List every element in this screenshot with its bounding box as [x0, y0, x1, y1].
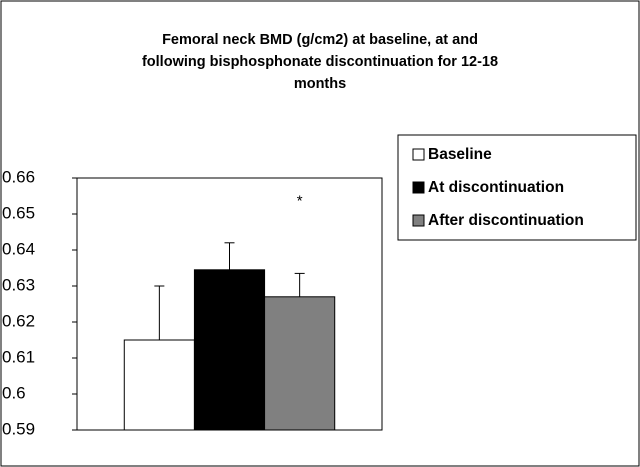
bar: [193, 269, 266, 431]
legend-swatch: [412, 181, 425, 194]
y-tick-label: 0.65: [2, 203, 35, 222]
chart-title: months: [294, 76, 346, 92]
chart-title: following bisphosphonate discontinuation…: [142, 54, 498, 70]
y-tick-label: 0.59: [2, 419, 35, 438]
y-tick-label: 0.62: [2, 311, 35, 330]
legend-label: After discontinuation: [428, 212, 584, 229]
legend-swatch: [412, 148, 425, 161]
legend-label: Baseline: [428, 146, 492, 163]
legend-label: At discontinuation: [428, 179, 564, 196]
y-tick-label: 0.64: [2, 239, 35, 258]
y-tick-label: 0.63: [2, 275, 35, 294]
legend: [397, 134, 637, 241]
annotation: *: [297, 192, 303, 209]
bar: [264, 296, 336, 431]
bar: [123, 339, 195, 431]
chart-title: Femoral neck BMD (g/cm2) at baseline, at…: [162, 32, 478, 48]
legend-swatch: [412, 214, 425, 227]
y-tick-label: 0.66: [2, 167, 35, 186]
y-tick-label: 0.6: [2, 383, 26, 402]
y-tick-label: 0.61: [2, 347, 35, 366]
